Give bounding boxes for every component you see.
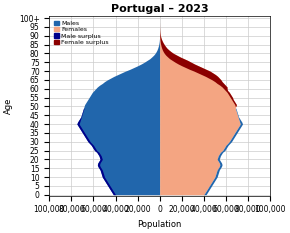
Legend: Males, Females, Male surplus, Female surplus: Males, Females, Male surplus, Female sur…	[52, 20, 110, 46]
X-axis label: Population: Population	[137, 220, 182, 229]
Title: Portugal – 2023: Portugal – 2023	[111, 4, 209, 14]
Y-axis label: Age: Age	[4, 98, 13, 114]
